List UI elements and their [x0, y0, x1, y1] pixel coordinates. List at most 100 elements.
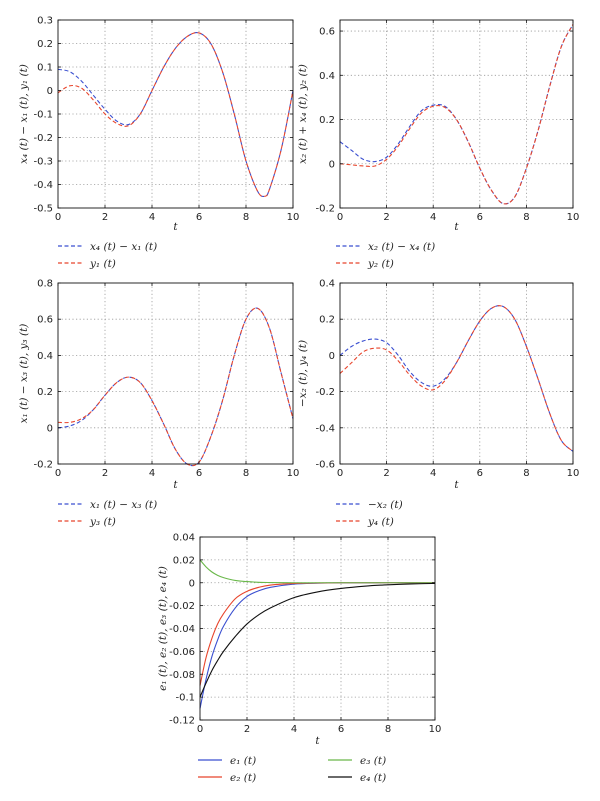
x-tick-label: 6: [196, 468, 202, 479]
y-tick-label: -0.02: [169, 601, 195, 612]
x-axis-label: t: [454, 479, 459, 491]
chart-panel-4: 0 2 4 6 8 10 -0.6 -0.4 -0.2 0 0.2 0.4 t −x₂ (t), y₄ (…: [297, 279, 579, 529]
x-tick-label: 0: [337, 468, 343, 479]
legend-label: y₄ (t): [367, 516, 394, 528]
y-axis-label: e₁ (t), e₂ (t), e₃ (t), e₄ (t): [157, 566, 169, 691]
y-tick-label: -0.4: [33, 180, 53, 191]
x-tick-label: 2: [244, 724, 250, 735]
y-tick-label: 0.8: [37, 279, 53, 290]
legend-label: x₄ (t) − x₁ (t): [90, 241, 157, 253]
legend-label: e₁ (t): [230, 755, 256, 767]
legend: x₄ (t) − x₁ (t) y₁ (t): [58, 241, 157, 270]
x-tick-label: 8: [243, 468, 249, 479]
x-tick-label: 2: [102, 212, 108, 223]
y-axis-label: x₂ (t) + x₄ (t), y₂ (t): [297, 64, 309, 164]
y-tick-label: 0.02: [173, 555, 195, 566]
legend-label: −x₂ (t): [368, 499, 403, 511]
x-tick-label: 8: [385, 724, 391, 735]
x-tick-label: 4: [430, 212, 436, 223]
plot-area: [58, 20, 293, 208]
x-tick-label: 10: [567, 468, 580, 479]
x-tick-label: 6: [196, 212, 202, 223]
y-tick-label: 0.3: [37, 16, 53, 27]
x-tick-label: 10: [287, 212, 300, 223]
series-line-1: [339, 305, 574, 452]
x-tick-label: 4: [149, 468, 155, 479]
y-tick-label: -0.4: [315, 423, 335, 434]
x-axis-label: t: [315, 735, 320, 747]
legend: x₁ (t) − x₃ (t) y₃ (t): [58, 499, 157, 528]
y-tick-label: -0.6: [315, 460, 335, 471]
x-tick-label: 4: [149, 212, 155, 223]
y-tick-label: -0.06: [169, 647, 195, 658]
y-tick-label: -0.2: [315, 204, 335, 215]
y-tick-label: 0.2: [319, 115, 335, 126]
x-tick-label: 0: [55, 468, 61, 479]
axes-frame: [339, 19, 574, 209]
y-tick-label: 0.2: [37, 39, 53, 50]
x-tick-label: 0: [337, 212, 343, 223]
legend-label: e₄ (t): [360, 772, 386, 784]
x-tick-label: 8: [523, 468, 529, 479]
x-tick-label: 10: [287, 468, 300, 479]
x-tick-label: 6: [477, 212, 483, 223]
y-tick-label: -0.1: [175, 693, 195, 704]
y-tick-label: -0.2: [315, 387, 335, 398]
plot-area: [58, 283, 293, 464]
y-tick-label: 0.4: [37, 351, 53, 362]
y-axis-label: x₄ (t) − x₁ (t), y₁ (t): [18, 64, 30, 164]
x-tick-label: 6: [338, 724, 344, 735]
y-tick-label: 0: [47, 86, 53, 97]
x-tick-label: 2: [383, 468, 389, 479]
y-tick-label: 0.1: [37, 63, 53, 74]
x-tick-label: 10: [429, 724, 442, 735]
y-tick-label: -0.2: [33, 133, 53, 144]
legend-label: e₂ (t): [230, 772, 256, 784]
x-tick-label: 2: [102, 468, 108, 479]
series-line-2: [57, 307, 294, 467]
y-tick-label: -0.3: [33, 157, 53, 168]
y-tick-label: 0.2: [319, 315, 335, 326]
y-tick-label: 0: [329, 159, 335, 170]
series-line-3: [199, 559, 435, 584]
x-tick-label: 6: [477, 468, 483, 479]
x-tick-label: 4: [291, 724, 297, 735]
plot-area: [340, 283, 573, 464]
legend-label: y₁ (t): [89, 258, 116, 270]
axes-frame: [339, 282, 574, 465]
y-tick-label: 0.2: [37, 387, 53, 398]
y-tick-label: 0.6: [37, 315, 53, 326]
x-tick-label: 4: [430, 468, 436, 479]
plot-area: [200, 537, 435, 720]
legend-label: e₃ (t): [360, 755, 386, 767]
y-axis-label: −x₂ (t), y₄ (t): [297, 340, 309, 407]
x-axis-label: t: [454, 221, 459, 233]
legend-label: x₂ (t) − x₄ (t): [368, 241, 435, 253]
y-tick-label: -0.04: [169, 624, 195, 635]
series-line-2: [339, 305, 574, 452]
y-tick-label: 0: [47, 423, 53, 434]
y-tick-label: 0.04: [173, 533, 195, 544]
y-tick-label: -0.2: [33, 460, 53, 471]
series-line-2: [339, 24, 574, 205]
x-tick-label: 0: [55, 212, 61, 223]
y-tick-label: 0.6: [319, 27, 335, 38]
y-tick-label: -0.1: [33, 110, 53, 121]
axes-frame: [57, 282, 294, 465]
y-tick-label: -0.12: [169, 716, 195, 727]
y-tick-label: -0.08: [169, 670, 195, 681]
legend: e₁ (t) e₂ (t) e₃ (t) e₄ (t): [198, 755, 386, 784]
chart-panel-5: 0 2 4 6 8 10 -0.12 -0.1 -0.08 -0.06 -0.04 -0.02 0 0.0…: [157, 533, 441, 785]
y-tick-label: 0: [189, 578, 195, 589]
legend-label: y₃ (t): [89, 516, 116, 528]
y-tick-label: -0.5: [33, 204, 53, 215]
legend: −x₂ (t) y₄ (t): [336, 499, 403, 528]
y-tick-label: 0: [329, 351, 335, 362]
chart-panel-1: 0 2 4 6 8 10 -0.5 -0.4 -0.3 -0.2 -0.1 0 0.1 0.2 0.3 t x₄…: [18, 16, 299, 271]
x-tick-label: 10: [567, 212, 580, 223]
series-line-2: [57, 32, 294, 198]
x-tick-label: 2: [383, 212, 389, 223]
y-axis-label: x₁ (t) − x₃ (t), y₃ (t): [18, 324, 30, 424]
